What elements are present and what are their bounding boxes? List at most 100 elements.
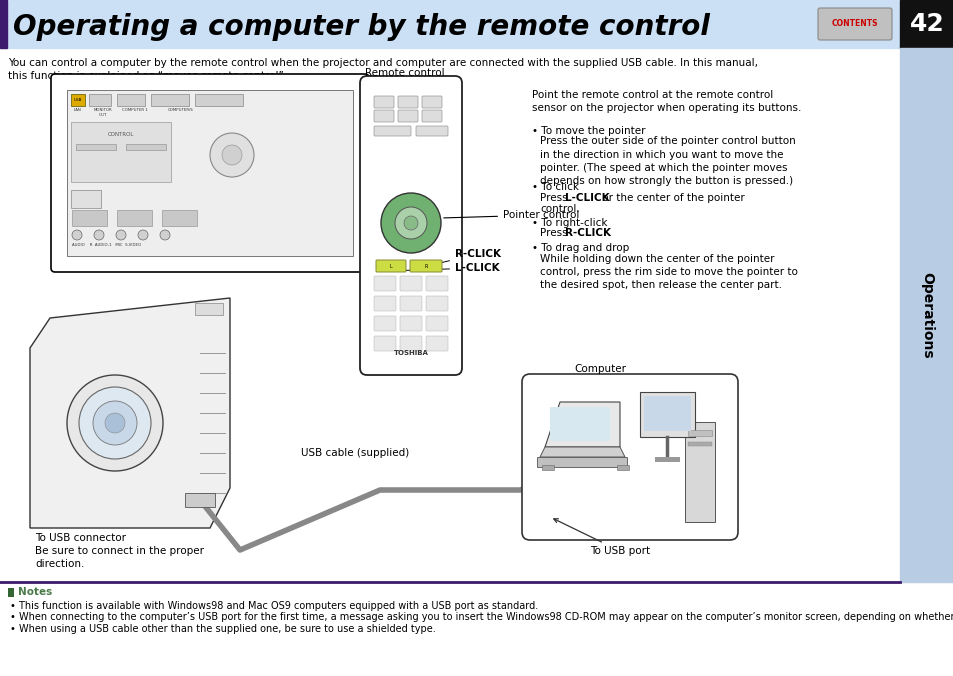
Bar: [541, 465, 554, 470]
FancyBboxPatch shape: [397, 96, 417, 108]
Text: • When using a USB cable other than the supplied one, be sure to use a shielded : • When using a USB cable other than the …: [10, 624, 436, 634]
Text: While holding down the center of the pointer
control, press the rim side to move: While holding down the center of the poi…: [539, 254, 797, 289]
Text: L: L: [389, 264, 392, 268]
Circle shape: [138, 230, 148, 240]
Circle shape: [79, 387, 151, 459]
Text: L-CLICK: L-CLICK: [564, 193, 609, 203]
Text: • To right-click: • To right-click: [532, 218, 607, 228]
FancyBboxPatch shape: [51, 74, 369, 272]
FancyBboxPatch shape: [374, 126, 411, 136]
Text: USB: USB: [73, 98, 82, 102]
Text: • To drag and drop: • To drag and drop: [532, 243, 629, 253]
Text: • When connecting to the computer’s USB port for the first time, a message askin: • When connecting to the computer’s USB …: [10, 612, 953, 623]
Text: Point the remote control at the remote control
sensor on the projector when oper: Point the remote control at the remote c…: [532, 90, 801, 113]
Text: CONTENTS: CONTENTS: [831, 20, 878, 28]
FancyBboxPatch shape: [421, 110, 441, 122]
FancyBboxPatch shape: [374, 110, 394, 122]
FancyBboxPatch shape: [817, 8, 891, 40]
Bar: [117, 210, 152, 226]
FancyBboxPatch shape: [426, 316, 448, 331]
Bar: [643, 396, 690, 431]
Text: Notes: Notes: [18, 587, 52, 597]
Text: COMPUTER/S: COMPUTER/S: [168, 108, 193, 112]
Text: MONITOR
OUT: MONITOR OUT: [93, 108, 112, 116]
FancyBboxPatch shape: [374, 96, 394, 108]
Text: Press: Press: [539, 228, 570, 239]
Text: 42: 42: [908, 12, 943, 36]
Circle shape: [403, 216, 417, 230]
Circle shape: [105, 413, 125, 433]
Bar: [0, 0, 7, 48]
Bar: [537, 457, 626, 467]
Text: Operating a computer by the remote control: Operating a computer by the remote contr…: [13, 13, 709, 41]
FancyBboxPatch shape: [374, 296, 395, 311]
Bar: [151, 94, 189, 106]
Circle shape: [92, 401, 137, 445]
Circle shape: [160, 230, 170, 240]
Circle shape: [210, 133, 253, 177]
FancyBboxPatch shape: [410, 260, 441, 272]
Bar: [899, 48, 953, 582]
Text: • To move the pointer: • To move the pointer: [532, 126, 645, 136]
Text: Press: Press: [539, 193, 570, 203]
Text: or the center of the pointer: or the center of the pointer: [598, 193, 744, 203]
FancyBboxPatch shape: [374, 276, 395, 291]
Text: Press the outer side of the pointer control button
in the direction in which you: Press the outer side of the pointer cont…: [539, 137, 795, 186]
Bar: [0, 584, 899, 676]
FancyBboxPatch shape: [399, 316, 421, 331]
Text: Operations: Operations: [919, 272, 933, 358]
Bar: [71, 122, 171, 182]
FancyBboxPatch shape: [399, 296, 421, 311]
Text: Remote control: Remote control: [365, 68, 444, 78]
FancyBboxPatch shape: [426, 336, 448, 351]
Polygon shape: [539, 447, 624, 457]
Text: R: R: [424, 264, 427, 268]
Bar: [71, 190, 101, 208]
Polygon shape: [30, 298, 230, 528]
FancyBboxPatch shape: [374, 336, 395, 351]
FancyBboxPatch shape: [399, 336, 421, 351]
Bar: [550, 407, 609, 441]
Text: • This function is available with Windows98 and Mac OS9 computers equipped with : • This function is available with Window…: [10, 601, 537, 611]
Text: You can control a computer by the remote control when the projector and computer: You can control a computer by the remote…: [8, 58, 758, 81]
Circle shape: [380, 193, 440, 253]
FancyBboxPatch shape: [426, 296, 448, 311]
Text: R-CLICK: R-CLICK: [429, 249, 500, 266]
Text: Pointer control: Pointer control: [443, 210, 578, 220]
Text: COMPUTER 1: COMPUTER 1: [122, 108, 148, 112]
FancyBboxPatch shape: [397, 110, 417, 122]
Text: • To click: • To click: [532, 183, 578, 193]
Text: To USB connector
Be sure to connect in the proper
direction.: To USB connector Be sure to connect in t…: [35, 533, 204, 569]
Bar: [76, 144, 116, 150]
Polygon shape: [639, 392, 695, 437]
FancyBboxPatch shape: [375, 260, 406, 272]
Bar: [71, 94, 85, 106]
FancyBboxPatch shape: [399, 276, 421, 291]
Bar: [655, 457, 679, 462]
Bar: [194, 94, 243, 106]
Text: TOSHIBA: TOSHIBA: [394, 350, 428, 356]
Text: R-CLICK: R-CLICK: [564, 228, 610, 239]
Bar: [684, 422, 714, 522]
Bar: [899, 0, 953, 48]
Bar: [67, 90, 353, 256]
Text: CONTROL: CONTROL: [108, 132, 134, 137]
Text: .: .: [598, 228, 601, 239]
Bar: [687, 430, 711, 436]
Text: LAN: LAN: [74, 108, 82, 112]
Bar: [617, 465, 628, 470]
FancyBboxPatch shape: [359, 76, 461, 375]
Bar: [126, 144, 166, 150]
Bar: [194, 303, 223, 315]
Bar: [185, 493, 214, 507]
Circle shape: [395, 207, 427, 239]
FancyBboxPatch shape: [416, 126, 448, 136]
Bar: [162, 210, 196, 226]
FancyBboxPatch shape: [421, 96, 441, 108]
Text: AUDIO    R  AUDIO-1   MIC  S-VIDEO: AUDIO R AUDIO-1 MIC S-VIDEO: [71, 243, 141, 247]
FancyBboxPatch shape: [521, 374, 738, 540]
Circle shape: [71, 230, 82, 240]
Bar: [71, 210, 107, 226]
Circle shape: [94, 230, 104, 240]
FancyBboxPatch shape: [374, 316, 395, 331]
